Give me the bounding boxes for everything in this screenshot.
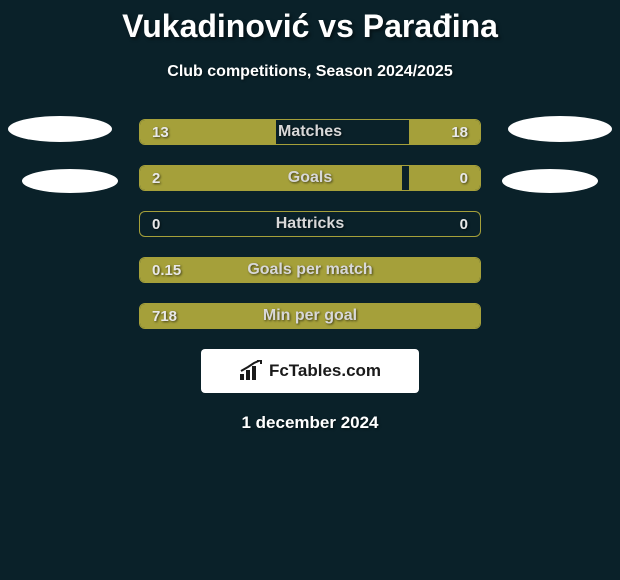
stat-value-right: 18: [451, 120, 468, 144]
chart-icon: [239, 360, 263, 382]
stat-row: Goals2 0: [139, 165, 481, 191]
stat-row: Min per goal718: [139, 303, 481, 329]
stats-area: Matches1318Goals20Hattricks00Goals per m…: [0, 119, 620, 329]
stat-value-left: 13: [152, 120, 169, 144]
stat-value-left: 2: [152, 166, 160, 190]
player-left-badge-2: [22, 169, 118, 193]
subtitle: Club competitions, Season 2024/2025: [0, 63, 620, 81]
stat-value-left: 0.15: [152, 258, 181, 282]
stat-row: Hattricks0 0: [139, 211, 481, 237]
stat-value-left: 718: [152, 304, 177, 328]
stat-value-right: 0: [460, 166, 468, 190]
stat-label: Goals per match: [140, 258, 480, 282]
player-left-badge-1: [8, 116, 112, 142]
main-container: Vukadinović vs Parađina Club competition…: [0, 0, 620, 433]
stat-label: Hattricks: [140, 212, 480, 236]
page-title: Vukadinović vs Parađina: [0, 8, 620, 45]
brand-box[interactable]: FcTables.com: [201, 349, 419, 393]
stat-label: Min per goal: [140, 304, 480, 328]
player-right-badge-1: [508, 116, 612, 142]
brand-text: FcTables.com: [269, 361, 381, 381]
stat-label: Goals: [140, 166, 480, 190]
stat-value-left: 0: [152, 212, 160, 236]
stat-row: Matches13 18: [139, 119, 481, 145]
stats-rows: Matches1318Goals20Hattricks00Goals per m…: [0, 119, 620, 329]
stat-value-right: 0: [460, 212, 468, 236]
player-right-badge-2: [502, 169, 598, 193]
stat-label: Matches: [140, 120, 480, 144]
stat-row: Goals per match0.15: [139, 257, 481, 283]
date-text: 1 december 2024: [0, 413, 620, 433]
